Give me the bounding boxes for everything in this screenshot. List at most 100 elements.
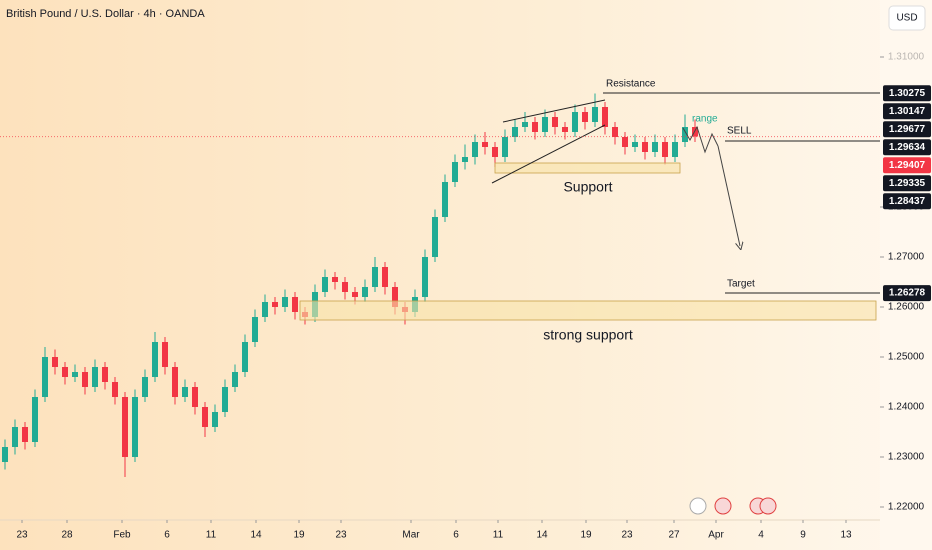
candle-body (252, 317, 258, 342)
candle-body (202, 407, 208, 427)
candle-body (112, 382, 118, 397)
support-label: Support (563, 179, 612, 195)
price-label-box (883, 157, 931, 174)
x-tick-label: 23 (621, 530, 633, 541)
toolbar-icons (689, 497, 777, 515)
x-tick-label: 4 (758, 530, 764, 541)
candle-body (482, 142, 488, 147)
strong-support-label: strong support (543, 327, 633, 343)
candle-body (392, 287, 398, 307)
x-tick-label: 9 (800, 530, 806, 541)
candle-body (602, 107, 608, 127)
candle-body (352, 292, 358, 297)
x-tick-label: 28 (61, 530, 73, 541)
candle-body (682, 127, 688, 142)
strong-support-zone (299, 300, 877, 321)
price-label-box (883, 285, 931, 302)
y-tick-label: 1.26000 (888, 302, 925, 313)
y-tick-label: 1.25000 (888, 352, 925, 363)
icon[interactable] (759, 497, 777, 515)
candle-body (322, 277, 328, 292)
price-label: 1.29677 (889, 124, 926, 135)
icon[interactable] (689, 497, 707, 515)
icon[interactable] (714, 497, 732, 515)
candle-body (122, 397, 128, 457)
candle-body (612, 127, 618, 137)
candle-body (632, 142, 638, 147)
x-tick-label: 27 (668, 530, 680, 541)
candle-body (92, 367, 98, 387)
candle-body (292, 297, 298, 312)
price-label-box (883, 175, 931, 192)
currency-button[interactable] (888, 5, 926, 31)
x-tick-label: Feb (113, 530, 131, 541)
resistance-label: Resistance (606, 79, 656, 90)
x-tick-label: 6 (453, 530, 459, 541)
price-label-box (883, 121, 931, 138)
candle-body (72, 372, 78, 377)
candle-body (162, 342, 168, 367)
target-label: Target (727, 279, 755, 290)
candle-body (452, 162, 458, 182)
x-tick-label: 11 (493, 530, 504, 541)
candle-body (372, 267, 378, 287)
candle-body (492, 147, 498, 157)
candle-body (62, 367, 68, 377)
candle-body (512, 127, 518, 137)
candle-body (242, 342, 248, 372)
y-tick-label: 1.23000 (888, 452, 925, 463)
candle-body (362, 287, 368, 297)
candle-body (382, 267, 388, 287)
candle-body (592, 107, 598, 122)
candle-body (342, 282, 348, 292)
x-tick-label: 14 (536, 530, 548, 541)
candle-body (562, 127, 568, 132)
projection-arrow (717, 145, 740, 246)
price-label-box (883, 139, 931, 156)
price-label-box (883, 85, 931, 102)
candle-body (152, 342, 158, 377)
candle-body (572, 112, 578, 132)
candle-body (2, 447, 8, 462)
x-tick-label: 13 (840, 530, 852, 541)
candle-body (462, 157, 468, 162)
chart-title: British Pound / U.S. Dollar · 4h · OANDA (6, 8, 205, 20)
candle-body (652, 142, 658, 152)
range-label: range (692, 114, 718, 125)
candle-body (232, 372, 238, 387)
wedge-lower (491, 124, 606, 184)
x-tick-label: 23 (16, 530, 28, 541)
candle-body (662, 142, 668, 157)
candle-body (222, 387, 228, 412)
price-label: 1.28437 (889, 196, 926, 207)
candle-body (672, 142, 678, 157)
candle-body (622, 137, 628, 147)
candle-body (532, 122, 538, 132)
wedge-upper (502, 99, 606, 123)
candle-body (22, 427, 28, 442)
x-tick-label: 23 (335, 530, 347, 541)
candle-body (272, 302, 278, 307)
y-tick-label: 1.31000 (888, 52, 925, 63)
y-tick-label: 1.22000 (888, 502, 925, 513)
support-zone (494, 162, 681, 174)
price-label-box (883, 193, 931, 210)
price-label: 1.30275 (889, 88, 926, 99)
candle-body (432, 217, 438, 257)
price-label: 1.29335 (889, 178, 926, 189)
candle-body (582, 112, 588, 122)
candle-body (472, 142, 478, 157)
candle-body (282, 297, 288, 307)
candle-body (82, 372, 88, 387)
candle-body (552, 117, 558, 127)
x-tick-label: 14 (250, 530, 262, 541)
candle-body (142, 377, 148, 397)
candle-body (262, 302, 268, 317)
x-tick-label: 19 (293, 530, 305, 541)
sell-label: SELL (727, 126, 752, 137)
currency[interactable]: USD (896, 13, 917, 24)
y-tick-label: 1.24000 (888, 402, 925, 413)
x-tick-label: 19 (580, 530, 592, 541)
